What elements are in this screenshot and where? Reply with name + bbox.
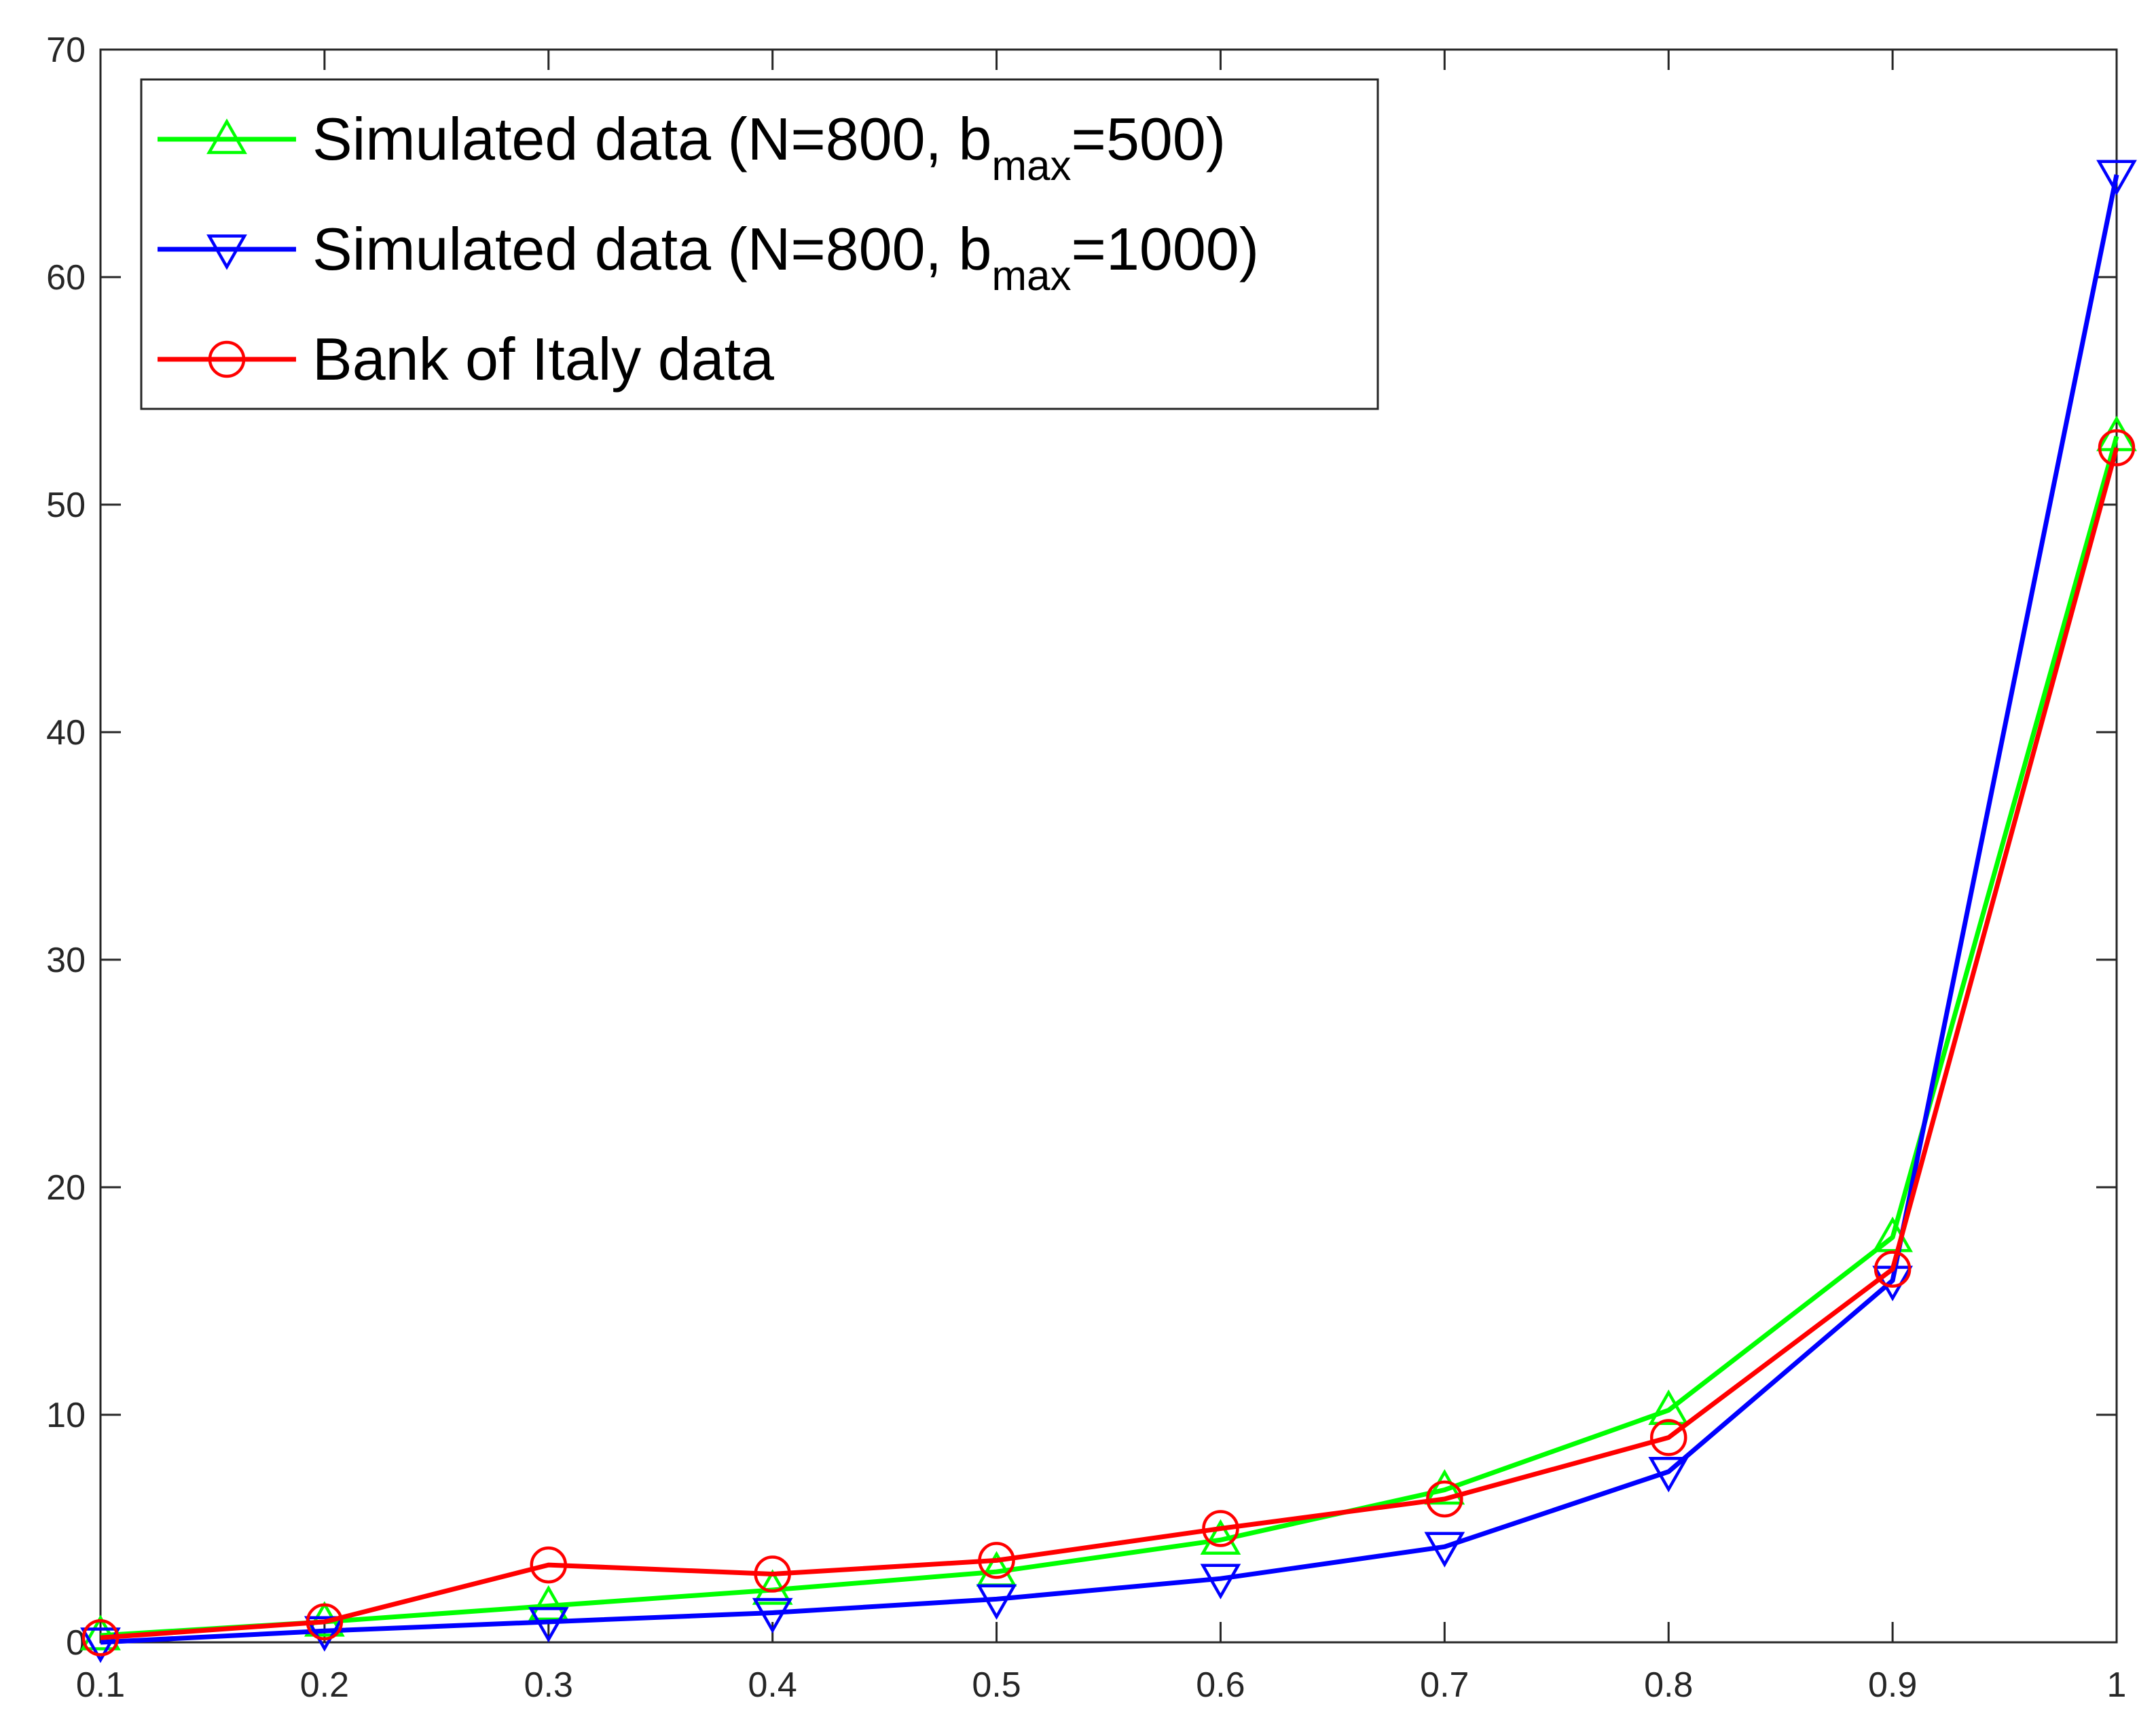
legend-box: [140, 78, 1379, 410]
legend-entry: Bank of Italy data: [158, 325, 774, 393]
data-point: [304, 1616, 345, 1652]
data-point: [81, 1619, 120, 1657]
data-point: [976, 1584, 1017, 1620]
y-tick-label: 40: [46, 713, 86, 753]
data-point: [754, 1555, 791, 1593]
legend-label-main: Simulated data (N=800, b: [312, 215, 991, 283]
x-tick-label: 0.8: [1644, 1665, 1693, 1705]
data-point: [1424, 1532, 1465, 1568]
data-point: [2096, 160, 2137, 196]
data-point: [1648, 1457, 1689, 1493]
y-tick-label: 20: [46, 1168, 86, 1208]
series-layer: [80, 160, 2137, 1663]
legend-marker: [208, 340, 246, 378]
data-point: [528, 1585, 569, 1621]
x-tick-label: 0.9: [1868, 1665, 1917, 1705]
legend-marker: [206, 118, 247, 154]
legend-entry: Simulated data (N=800, bmax=1000): [158, 215, 1259, 300]
x-tick-label: 1: [2107, 1665, 2127, 1705]
legend: Simulated data (N=800, bmax=500)Simulate…: [140, 78, 1379, 410]
series-line: [100, 447, 2119, 1640]
legend-label-main: Simulated data (N=800, b: [312, 105, 991, 173]
y-tick-label: 10: [46, 1396, 86, 1435]
legend-label-suffix: =1000): [1072, 215, 1259, 283]
data-point: [306, 1603, 344, 1641]
data-point: [80, 1614, 121, 1650]
legend-label-main: Bank of Italy data: [312, 325, 774, 393]
legend-label: Bank of Italy data: [312, 325, 774, 393]
data-point: [2098, 429, 2136, 467]
data-point: [752, 1597, 793, 1633]
series-line: [100, 435, 2119, 1638]
y-tick-label: 60: [46, 258, 86, 297]
x-tick-label: 0.1: [76, 1665, 125, 1705]
legend-label: Simulated data (N=800, bmax=1000): [312, 215, 1259, 300]
legend-entry: Simulated data (N=800, bmax=500): [158, 105, 1226, 189]
data-point: [530, 1546, 568, 1584]
x-tick-label: 0.3: [524, 1665, 573, 1705]
data-point: [1649, 1419, 1687, 1456]
series-line: [100, 174, 2119, 1645]
data-point: [1874, 1250, 1912, 1288]
axes: 0.1 0.2 0.3 0.4 0.5 0.6 0.7 0.8 0.9 1010203040506…: [46, 31, 2126, 1705]
x-tick-label: 0.4: [748, 1665, 797, 1705]
data-point: [80, 1627, 121, 1663]
plot-area-frame: [99, 48, 2118, 1644]
x-tick-label: 0.7: [1420, 1665, 1469, 1705]
y-tick-label: 50: [46, 486, 86, 525]
data-point: [1200, 1519, 1241, 1555]
x-tick-label: 0.2: [300, 1665, 349, 1705]
y-tick-label: 30: [46, 941, 86, 980]
data-point: [1202, 1510, 1239, 1547]
legend-label-suffix: =500): [1072, 105, 1226, 173]
y-tick-label: 70: [46, 31, 86, 70]
series-3: [81, 429, 2136, 1657]
data-point: [528, 1607, 569, 1643]
legend-label-subscript: max: [991, 253, 1071, 300]
data-point: [1648, 1389, 1689, 1426]
data-point: [1424, 1469, 1465, 1505]
data-point: [1200, 1564, 1241, 1600]
data-point: [978, 1542, 1015, 1579]
data-point: [1426, 1480, 1463, 1518]
legend-marker: [206, 234, 247, 270]
x-tick-label: 0.6: [1196, 1665, 1245, 1705]
series-2: [80, 160, 2137, 1663]
x-tick-label: 0.5: [972, 1665, 1021, 1705]
legend-label: Simulated data (N=800, bmax=500): [312, 105, 1226, 189]
legend-label-subscript: max: [991, 143, 1071, 189]
